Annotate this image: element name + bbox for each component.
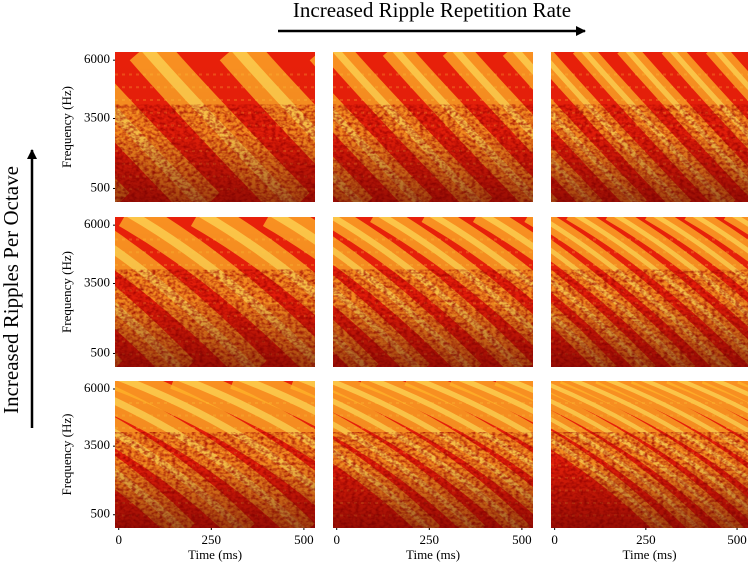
x-tick-label: 500 (512, 532, 532, 547)
y-tick-label: 3500 (84, 437, 110, 452)
y-tick-label: 3500 (84, 274, 110, 289)
shade (551, 381, 748, 528)
shade (115, 52, 315, 202)
y-axis-label: Frequency (Hz) (59, 251, 74, 333)
spectrogram (115, 381, 315, 528)
x-axis-label: Time (ms) (188, 547, 242, 562)
x-tick-label: 0 (333, 532, 340, 547)
x-tick-label: 0 (115, 532, 122, 547)
x-axis-label: Time (ms) (622, 547, 676, 562)
spectrogram (115, 217, 315, 367)
x-axis-label: Time (ms) (406, 547, 460, 562)
y-tick-label: 500 (91, 179, 111, 194)
x-tick-label: 250 (636, 532, 656, 547)
y-tick-label: 6000 (84, 51, 110, 66)
y-axis-label: Frequency (Hz) (59, 414, 74, 496)
shade (333, 52, 533, 202)
shade (551, 217, 748, 367)
spectrogram (333, 381, 533, 528)
shade (333, 217, 533, 367)
spectrogram (115, 52, 315, 202)
shade (115, 217, 315, 367)
shade (115, 381, 315, 528)
x-tick-label: 500 (727, 532, 747, 547)
y-tick-label: 3500 (84, 109, 110, 124)
y-tick-label: 6000 (84, 380, 110, 395)
x-tick-label: 500 (294, 532, 314, 547)
shade (333, 381, 533, 528)
spectrogram (551, 217, 748, 367)
y-tick-label: 6000 (84, 216, 110, 231)
x-tick-label: 0 (551, 532, 558, 547)
x-tick-label: 250 (202, 532, 222, 547)
spectrogram (333, 217, 533, 367)
spectrogram (333, 52, 533, 202)
left-label: Increased Ripples Per Octave (0, 166, 23, 414)
y-tick-label: 500 (91, 506, 111, 521)
y-tick-label: 500 (91, 344, 111, 359)
y-axis-label: Frequency (Hz) (59, 86, 74, 168)
top-label: Increased Ripple Repetition Rate (293, 0, 571, 22)
x-tick-label: 250 (420, 532, 440, 547)
shade (551, 52, 748, 202)
spectrogram (551, 381, 748, 528)
spectrogram (551, 52, 748, 202)
